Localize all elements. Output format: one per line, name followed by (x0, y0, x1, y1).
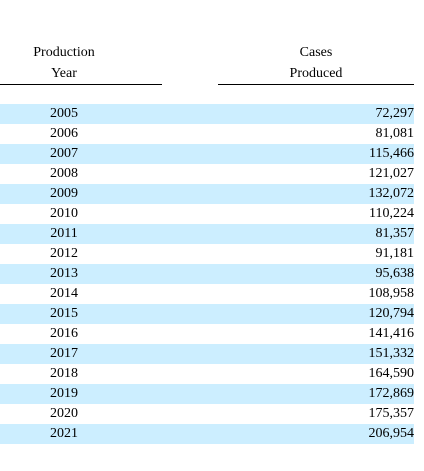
year-cell: 2014 (50, 286, 78, 301)
table-row: 2014 108,958 (0, 284, 414, 304)
cases-cell: 115,466 (369, 146, 414, 161)
cases-cell: 120,794 (368, 306, 415, 321)
year-cell: 2010 (50, 206, 78, 221)
cases-cell: 108,958 (368, 286, 415, 301)
year-cell: 2020 (50, 406, 78, 421)
table-row: 2016 141,416 (0, 324, 414, 344)
table-row: 2019 172,869 (0, 384, 414, 404)
year-cell: 2018 (50, 366, 78, 381)
year-cell: 2017 (50, 346, 78, 361)
year-cell: 2011 (50, 226, 78, 241)
header-line: Year (51, 66, 77, 81)
cases-cell: 141,416 (368, 326, 415, 341)
cases-cell: 164,590 (368, 366, 415, 381)
year-cell: 2016 (50, 326, 78, 341)
cases-cell: 172,869 (368, 386, 415, 401)
table-row: 2011 81,357 (0, 224, 414, 244)
header-line: Cases (299, 45, 333, 60)
cases-cell: 151,332 (368, 346, 415, 361)
header-rule (218, 84, 414, 85)
header-line: Produced (289, 66, 343, 81)
table-row: 2020 175,357 (0, 404, 414, 424)
year-cell: 2021 (50, 426, 78, 441)
cases-cell: 121,027 (368, 166, 415, 181)
table-row: 2015 120,794 (0, 304, 414, 324)
year-cell: 2009 (50, 186, 78, 201)
table-row: 2007 115,466 (0, 144, 414, 164)
year-cell: 2019 (50, 386, 78, 401)
cases-cell: 81,081 (375, 126, 415, 141)
table-row: 2005 72,297 (0, 104, 414, 124)
year-cell: 2015 (50, 306, 78, 321)
header-year: Production Year (0, 42, 128, 84)
year-cell: 2008 (50, 166, 78, 181)
year-cell: 2013 (50, 266, 78, 281)
cases-cell: 110,224 (369, 206, 414, 221)
cases-cell: 91,181 (375, 246, 415, 261)
table-row: 2021 206,954 (0, 424, 414, 444)
header-cases: Cases Produced (218, 42, 414, 84)
cases-cell: 175,357 (368, 406, 415, 421)
table-row: 2006 81,081 (0, 124, 414, 144)
cases-cell: 81,357 (375, 226, 415, 241)
cases-cell: 206,954 (368, 426, 415, 441)
header-line: Production (33, 45, 95, 60)
cases-cell: 72,297 (375, 106, 415, 121)
table-row: 2010 110,224 (0, 204, 414, 224)
year-cell: 2005 (50, 106, 78, 121)
header-rule (0, 84, 162, 85)
cases-cell: 132,072 (368, 186, 415, 201)
table-row: 2013 95,638 (0, 264, 414, 284)
year-cell: 2012 (50, 246, 78, 261)
table-row: 2008 121,027 (0, 164, 414, 184)
table-row: 2012 91,181 (0, 244, 414, 264)
year-cell: 2006 (50, 126, 78, 141)
table-row: 2018 164,590 (0, 364, 414, 384)
cases-cell: 95,638 (375, 266, 415, 281)
year-cell: 2007 (50, 146, 78, 161)
table-row: 2009 132,072 (0, 184, 414, 204)
table-row: 2017 151,332 (0, 344, 414, 364)
